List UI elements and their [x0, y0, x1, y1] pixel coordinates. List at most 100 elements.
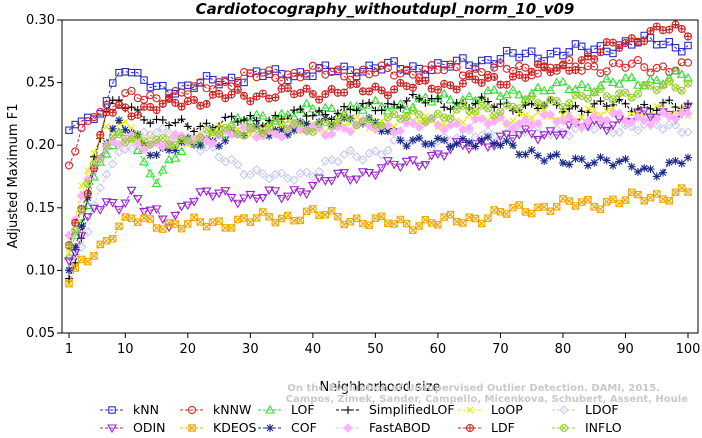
data-point: [540, 156, 549, 165]
y-tick-label: 0.30: [26, 13, 55, 28]
legend-marker: [265, 404, 275, 414]
data-point: [402, 142, 411, 151]
data-point: [108, 124, 117, 133]
data-point: [89, 204, 99, 214]
data-point: [151, 178, 162, 188]
data-point: [352, 106, 361, 115]
data-point: [677, 58, 686, 67]
data-point: [659, 195, 667, 203]
data-point: [489, 116, 499, 127]
data-point: [76, 242, 87, 252]
data-point: [251, 109, 262, 119]
data-point: [609, 104, 617, 112]
data-point: [257, 194, 268, 203]
data-point: [177, 102, 186, 111]
data-point: [346, 80, 355, 89]
plot-frame: [61, 19, 699, 334]
data-point: [326, 103, 337, 112]
data-point: [571, 90, 580, 99]
data-point: [246, 69, 255, 78]
data-point: [340, 220, 348, 229]
data-point: [459, 54, 467, 62]
data-point: [220, 187, 231, 196]
data-point: [270, 187, 281, 196]
data-point: [640, 197, 648, 205]
data-point: [246, 124, 255, 133]
data-point: [146, 91, 155, 100]
legend-item-knn: kNN: [100, 402, 159, 417]
data-point: [521, 101, 530, 110]
data-point: [683, 127, 693, 137]
data-point: [390, 57, 398, 65]
data-point: [145, 130, 156, 140]
data-point: [628, 110, 636, 117]
data-point: [401, 157, 412, 167]
data-point: [677, 47, 686, 56]
data-point: [259, 208, 267, 216]
data-point: [427, 139, 436, 148]
data-point: [64, 251, 74, 260]
data-point: [646, 193, 655, 202]
data-point: [601, 73, 612, 83]
data-point: [633, 112, 643, 123]
data-point: [652, 172, 661, 181]
data-point: [276, 132, 287, 142]
data-point: [101, 198, 112, 207]
data-point: [558, 61, 567, 70]
data-point: [670, 114, 681, 124]
data-point: [215, 80, 223, 89]
data-point: [134, 68, 142, 77]
data-point: [490, 63, 499, 72]
data-point: [533, 104, 542, 113]
data-point: [646, 81, 655, 90]
data-point: [358, 155, 368, 165]
data-point: [265, 66, 274, 75]
data-point: [383, 120, 393, 131]
x-tick-label: 20: [180, 342, 197, 357]
data-point: [408, 83, 417, 92]
data-point: [671, 103, 680, 112]
data-point: [627, 162, 636, 171]
data-point: [215, 217, 223, 225]
data-point: [433, 85, 442, 94]
data-point: [596, 153, 605, 162]
data-point: [633, 37, 643, 46]
data-point: [514, 127, 524, 137]
data-point: [333, 109, 342, 118]
data-point: [376, 164, 387, 173]
data-point: [665, 96, 674, 105]
data-point: [571, 202, 580, 210]
data-point: [546, 152, 555, 161]
data-point: [684, 41, 692, 50]
data-point: [115, 116, 124, 125]
data-point: [677, 86, 686, 95]
data-point: [190, 140, 199, 149]
data-point: [277, 214, 286, 223]
data-point: [565, 197, 573, 205]
legend-item-odin: ODIN: [100, 420, 166, 435]
data-point: [302, 69, 311, 78]
x-tick-label: 60: [430, 342, 447, 357]
data-point: [427, 114, 436, 123]
data-point: [520, 125, 531, 135]
data-point: [246, 97, 255, 106]
data-point: [276, 194, 287, 204]
data-point: [421, 117, 430, 126]
data-point: [408, 136, 417, 145]
legend-marker: [559, 423, 569, 433]
data-point: [520, 115, 531, 125]
data-point: [314, 174, 325, 184]
data-point: [509, 49, 517, 57]
data-point: [646, 26, 655, 36]
data-point: [71, 226, 80, 235]
data-point: [221, 77, 230, 86]
data-point: [339, 149, 349, 160]
data-point: [120, 199, 131, 209]
data-point: [190, 95, 199, 104]
data-point: [683, 72, 693, 82]
data-point: [170, 153, 181, 162]
data-point: [551, 77, 562, 87]
legend-marker: [107, 424, 117, 434]
data-point: [334, 212, 342, 221]
